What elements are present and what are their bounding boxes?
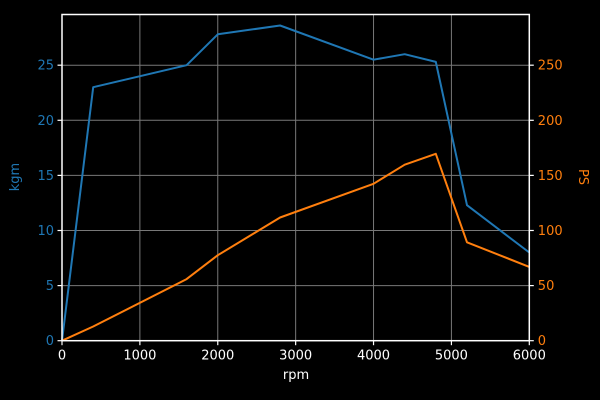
x-tick-label: 0	[58, 349, 66, 364]
x-tick-label: 6000	[513, 349, 546, 364]
x-tick-label: 3000	[279, 349, 312, 364]
x-tick-label: 2000	[201, 349, 234, 364]
grid-layer	[62, 14, 530, 341]
x-tick-label: 4000	[357, 349, 390, 364]
x-tick-label: 1000	[123, 349, 156, 364]
right-y-tick-label: 0	[538, 334, 546, 349]
left-y-tick-label: 25	[37, 59, 54, 74]
left-y-tick-label: 0	[46, 334, 54, 349]
left-y-tick-label: 20	[37, 114, 54, 129]
right-y-tick-label: 100	[538, 224, 563, 239]
right-y-tick-label: 200	[538, 114, 563, 129]
left-y-axis-label: kgm	[8, 162, 23, 192]
power-line	[61, 152, 530, 342]
tick-layer	[57, 64, 534, 346]
x-axis-label: rpm	[282, 368, 310, 383]
left-y-tick-label: 15	[37, 169, 54, 184]
torque-line	[61, 24, 530, 341]
left-y-tick-label: 10	[37, 224, 54, 239]
x-tick-label: 5000	[435, 349, 468, 364]
right-y-tick-label: 250	[538, 59, 563, 74]
right-y-tick-label: 150	[538, 169, 563, 184]
right-y-tick-label: 50	[538, 279, 555, 294]
right-y-axis-label: PS	[575, 168, 590, 186]
tick-label-layer: 0 1000 2000 3000 4000 5000 6000051015202505010…	[37, 59, 562, 364]
series-layer	[61, 24, 530, 342]
left-y-tick-label: 5	[46, 279, 54, 294]
